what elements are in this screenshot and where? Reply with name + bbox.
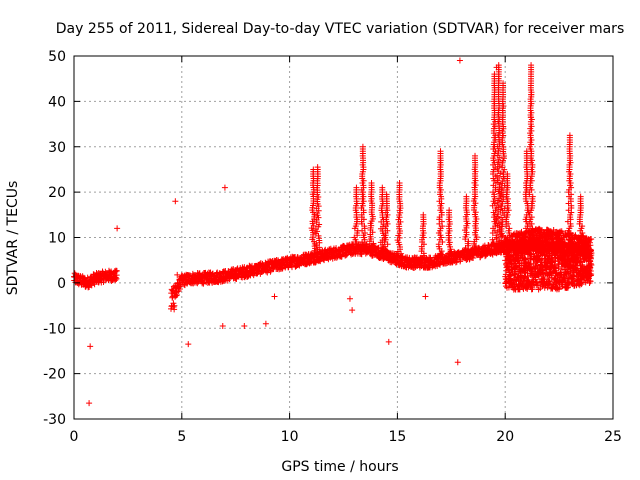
y-tick-label: 30 [48,140,66,156]
outlier-point [172,198,179,205]
outlier-point [241,322,248,329]
band-spread-point [547,269,554,276]
outlier-point [271,293,278,300]
outlier-point [385,338,392,345]
x-tick-label: 15 [388,429,406,445]
x-tick-label: 5 [177,429,186,445]
x-tick-label: 20 [496,429,514,445]
x-tick-label: 10 [281,429,299,445]
outlier-point [221,184,228,191]
band-spread-point [534,282,541,289]
band-point [279,265,286,272]
y-tick-label: 10 [48,231,66,247]
y-tick-label: 20 [48,185,66,201]
outlier-point [454,359,461,366]
y-tick-label: 50 [48,49,66,65]
band-spread-point [513,264,520,271]
outlier-point [114,225,121,232]
outlier-point [185,341,192,348]
band-point [463,256,470,263]
outlier-point [262,320,269,327]
band-spread-point [515,243,522,250]
x-tick-label: 0 [70,429,79,445]
band-point [358,251,365,258]
data-points [71,57,595,407]
band-spread-point [529,286,536,293]
outlier-point [87,343,94,350]
band-point [278,265,285,272]
x-axis-label: GPS time / hours [281,459,398,475]
band-point [470,255,477,262]
y-tick-label: 0 [57,276,66,292]
outlier-point [422,293,429,300]
y-tick-label: -30 [43,412,66,428]
outlier-point [86,400,93,407]
outlier-point [456,57,463,64]
x-tick-label: 25 [604,429,622,445]
y-tick-label: 40 [48,94,66,110]
y-tick-label: -10 [43,321,66,337]
outlier-point [346,295,353,302]
chart-title: Day 255 of 2011, Sidereal Day-to-day VTE… [56,21,624,37]
band-point [113,267,120,274]
band-point [174,291,181,298]
y-axis-label: SDTVAR / TECUs [5,181,21,296]
band-spread-point [540,242,547,249]
y-tick-label: -20 [43,367,66,383]
band-point [171,302,178,309]
outlier-point [349,307,356,314]
band-spread-point [541,276,548,283]
band-spread-point [512,263,519,270]
